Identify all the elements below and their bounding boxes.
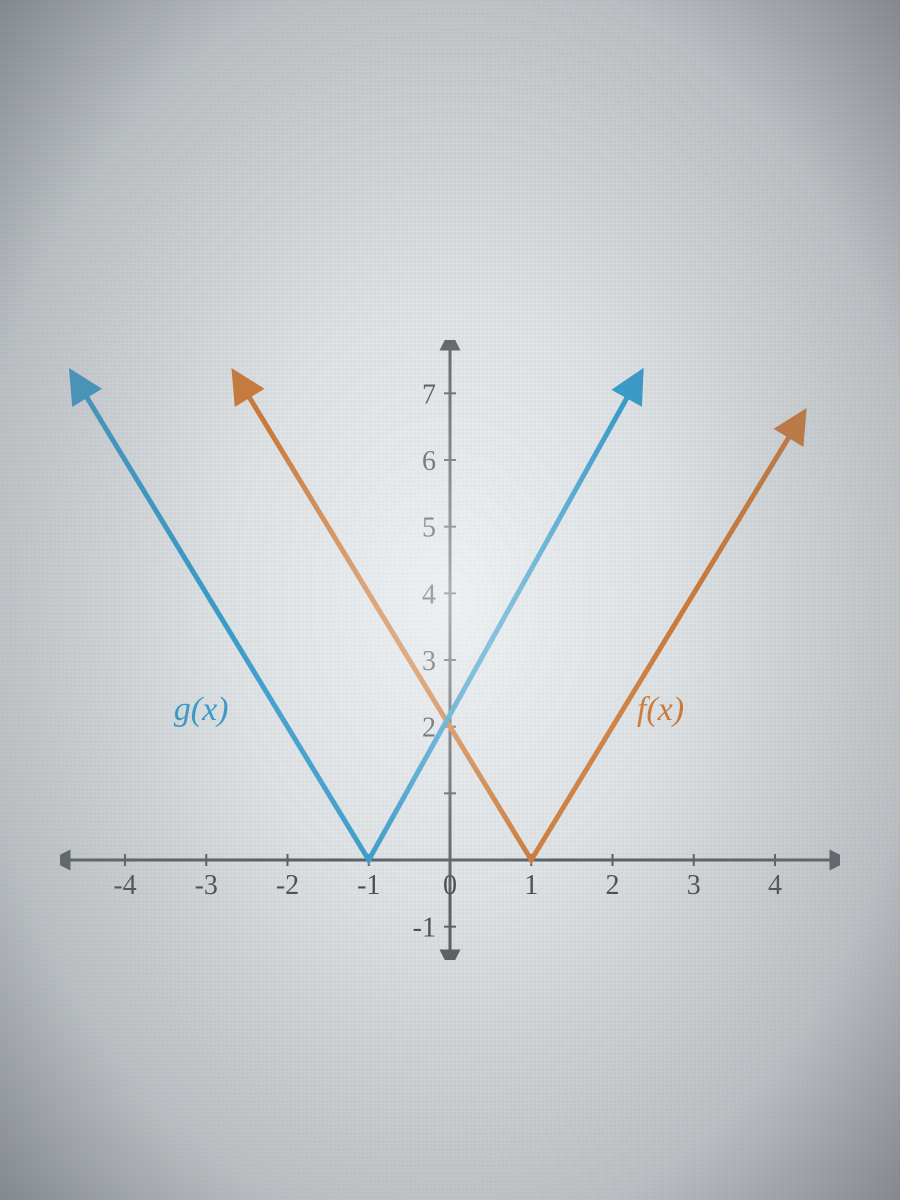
series-group	[76, 380, 799, 860]
x-tick-label: -3	[195, 870, 218, 901]
x-tick-label: 3	[687, 870, 701, 901]
y-tick-label: 4	[422, 579, 436, 610]
series-label-g(x): g(x)	[174, 691, 229, 728]
y-tick-label: -1	[413, 913, 436, 944]
x-tick-label: -2	[276, 870, 299, 901]
x-tick-label: 4	[768, 870, 782, 901]
y-tick-label: 6	[422, 446, 436, 477]
y-tick-label: 7	[422, 379, 436, 410]
x-tick-label: -1	[357, 870, 380, 901]
axes	[60, 340, 840, 960]
x-tick-label: 1	[524, 870, 538, 901]
y-tick-label: 3	[422, 646, 436, 677]
y-tick-label: 5	[422, 513, 436, 544]
x-tick-label: 2	[606, 870, 620, 901]
function-graph-chart: -4-3-2-101234-1234567 f(x)g(x)xy	[60, 340, 840, 960]
x-tick-label: 0	[443, 870, 457, 901]
series-label-f(x): f(x)	[637, 691, 684, 728]
x-tick-label: -4	[113, 870, 136, 901]
y-tick-label: 2	[422, 713, 436, 744]
series-g(x)	[76, 380, 637, 860]
